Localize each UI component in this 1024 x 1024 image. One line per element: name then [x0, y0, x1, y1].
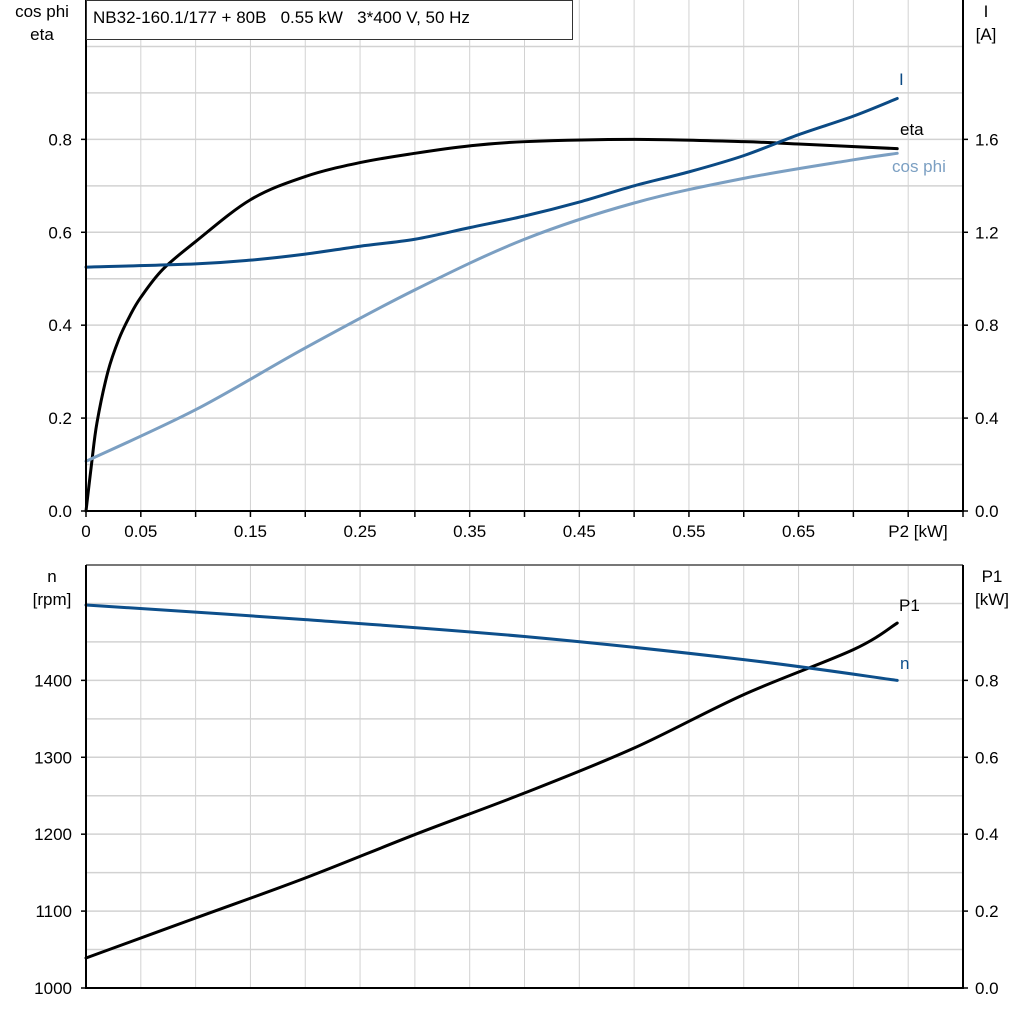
series-label-i: I: [899, 70, 904, 89]
y-tick-label-left: 1000: [34, 979, 72, 998]
curves: [84, 96, 899, 960]
y-tick-label-right: 0.8: [975, 316, 999, 335]
x-tick-label: 0.45: [563, 522, 596, 541]
bottom-grid: [86, 565, 963, 988]
y-tick-label-right: 1.2: [975, 223, 999, 242]
y-tick-label-left: 0.6: [48, 223, 72, 242]
series-label-cosphi: cos phi: [892, 157, 946, 176]
y-tick-label-left: 1200: [34, 825, 72, 844]
axes: [81, 0, 968, 989]
tick-labels: 0.0 0.2 0.4 0.6 0.8 0.0 0.4 0.8 1.2 1.6 0 0.05 0.15 0…: [34, 130, 998, 998]
series-label-eta: eta: [900, 120, 924, 139]
x-axis-title: P2 [kW]: [888, 522, 948, 541]
y-tick-label-left: 1400: [34, 671, 72, 690]
x-tick-label: 0.05: [124, 522, 157, 541]
top-grid: [86, 0, 963, 511]
x-tick-label: 0.25: [344, 522, 377, 541]
right-axis-title-unit: [A]: [976, 25, 997, 44]
bottom-left-axis-title-n: n: [47, 567, 56, 586]
y-tick-label-right: 0.4: [975, 825, 999, 844]
title-box: [86, 0, 573, 40]
series-line-eta: [84, 137, 899, 513]
y-tick-label-right: 0.8: [975, 671, 999, 690]
chart-title: NB32-160.1/177 + 80B 0.55 kW 3*400 V, 50…: [93, 8, 470, 27]
y-tick-label-left: 0.4: [48, 316, 72, 335]
y-tick-label-right: 0.4: [975, 409, 999, 428]
series-label-n: n: [900, 654, 909, 673]
series-label-p1: P1: [899, 596, 920, 615]
y-tick-label-left: 0.2: [48, 409, 72, 428]
bottom-right-axis-title-p1: P1: [982, 567, 1003, 586]
series-line-n: [84, 603, 899, 682]
x-tick-label: 0.65: [782, 522, 815, 541]
y-tick-label-left: 1300: [34, 748, 72, 767]
left-axis-title-eta: eta: [30, 25, 54, 44]
y-tick-label-right: 1.6: [975, 130, 999, 149]
y-tick-label-right: 0.2: [975, 902, 999, 921]
y-tick-label-right: 0.0: [975, 979, 999, 998]
y-tick-label-left: 1100: [35, 902, 72, 921]
y-tick-label-right: 0.6: [975, 748, 999, 767]
left-axis-title-cosphi: cos phi: [15, 2, 69, 21]
x-tick-label: 0.35: [453, 522, 486, 541]
y-tick-label-right: 0.0: [975, 502, 999, 521]
x-tick-label: 0.55: [672, 522, 705, 541]
bottom-left-axis-title-unit: [rpm]: [33, 590, 72, 609]
series-line-I: [84, 96, 899, 269]
bottom-right-axis-title-unit: [kW]: [975, 590, 1009, 609]
y-tick-label-left: 0.8: [48, 130, 72, 149]
right-axis-title-i: I: [984, 2, 989, 21]
series-line-cos-phi: [84, 151, 899, 463]
y-tick-label-left: 0.0: [48, 502, 72, 521]
x-tick-label: 0: [81, 522, 90, 541]
x-tick-label: 0.15: [234, 522, 267, 541]
series-line-P1: [84, 621, 899, 960]
